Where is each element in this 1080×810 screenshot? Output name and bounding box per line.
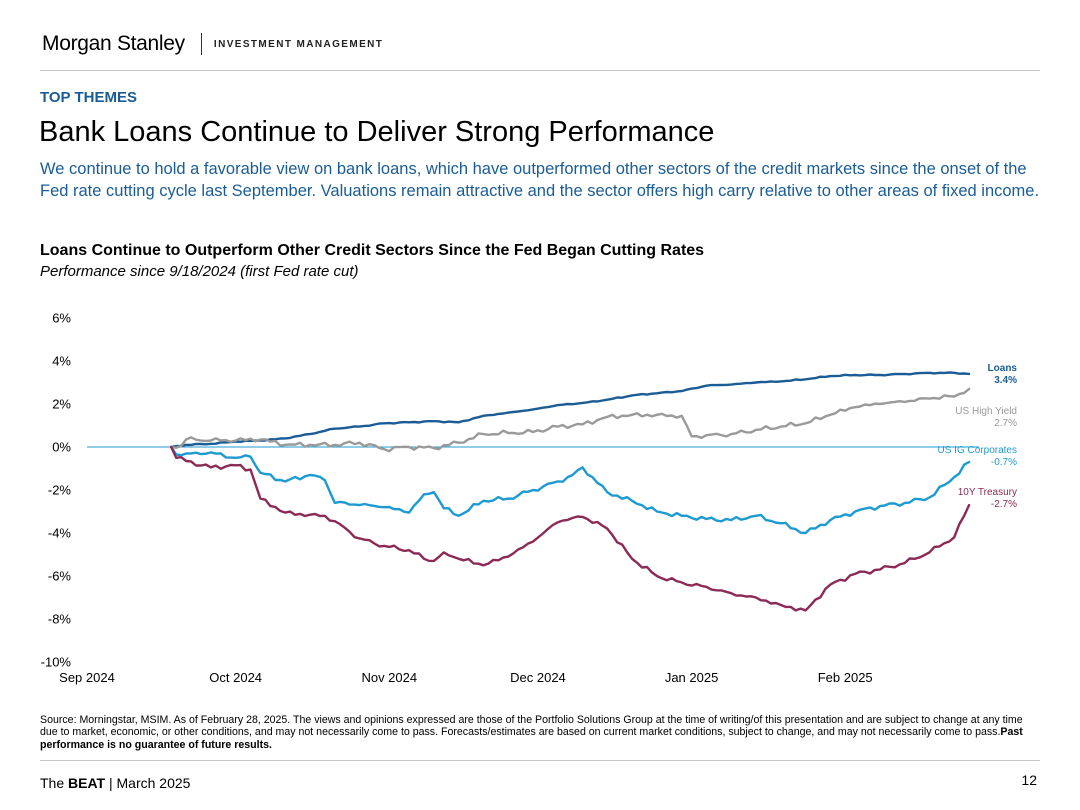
section-kicker: TOP THEMES bbox=[40, 89, 137, 106]
x-axis: Sep 2024 Oct 2024 Nov 2024 Dec 2024 Jan 2025… bbox=[59, 670, 873, 685]
logo-wordmark: Morgan Stanley bbox=[42, 32, 185, 55]
source-text: Source: Morningstar, MSIM. As of Februar… bbox=[40, 714, 1023, 739]
y-tick-label: -6% bbox=[48, 569, 72, 584]
x-tick-label: Dec 2024 bbox=[510, 670, 566, 685]
chart-title: Loans Continue to Outperform Other Credi… bbox=[40, 242, 705, 259]
footer-publication: The BEAT | March 2025 bbox=[40, 775, 190, 791]
footer-rule bbox=[40, 760, 1040, 761]
series-label-name: Loans bbox=[988, 363, 1018, 374]
line-chart: 6% 4% 2% 0% -2% -4% -6% -8% -10% Sep 2024 Oct 202… bbox=[41, 311, 1018, 686]
header-rule bbox=[40, 70, 1040, 71]
brand-divider bbox=[200, 33, 202, 55]
series-line-loans bbox=[169, 371, 971, 449]
series-label-value: 3.4% bbox=[994, 375, 1017, 386]
publication-prefix: The bbox=[40, 775, 69, 791]
footer-separator: | bbox=[105, 775, 117, 791]
brand-header: Morgan Stanley INVESTMENT MANAGEMENT bbox=[42, 30, 383, 58]
series-line-us-ig-corporates bbox=[169, 445, 971, 535]
series-label-value: 2.7% bbox=[994, 418, 1017, 429]
series-line-10y-treasury bbox=[169, 445, 971, 612]
x-tick-label: Sep 2024 bbox=[59, 670, 115, 685]
page-title: Bank Loans Continue to Deliver Strong Pe… bbox=[39, 116, 715, 148]
series-label-name: US IG Corporates bbox=[938, 445, 1017, 456]
series-label-value: -2.7% bbox=[991, 499, 1017, 510]
lede-paragraph: We continue to hold a favorable view on … bbox=[40, 160, 1040, 200]
y-tick-label: -8% bbox=[48, 612, 72, 627]
x-tick-label: Jan 2025 bbox=[665, 670, 719, 685]
y-tick-label: -4% bbox=[48, 526, 72, 541]
series-label-name: 10Y Treasury bbox=[958, 487, 1017, 498]
y-tick-label: -2% bbox=[48, 483, 72, 498]
x-tick-label: Feb 2025 bbox=[818, 670, 873, 685]
y-tick-label: 2% bbox=[52, 397, 71, 412]
y-axis: 6% 4% 2% 0% -2% -4% -6% -8% -10% bbox=[41, 311, 72, 670]
series-line-us-high-yield bbox=[169, 387, 971, 453]
division-name: INVESTMENT MANAGEMENT bbox=[213, 38, 384, 50]
series-label-name: US High Yield bbox=[955, 406, 1017, 417]
y-tick-label: 4% bbox=[52, 354, 71, 369]
chart-subtitle: Performance since 9/18/2024 (first Fed r… bbox=[40, 263, 359, 280]
page-number: 12 bbox=[1021, 772, 1037, 788]
publication-name: BEAT bbox=[68, 775, 106, 791]
x-tick-label: Nov 2024 bbox=[361, 670, 417, 685]
performance-disclaimer: Past performance is no guarantee of futu… bbox=[40, 726, 1023, 751]
series-lines bbox=[169, 371, 971, 612]
x-tick-label: Oct 2024 bbox=[209, 670, 262, 685]
y-tick-label: 0% bbox=[52, 440, 71, 455]
source-note: Source: Morningstar, MSIM. As of Februar… bbox=[40, 714, 1040, 751]
y-tick-label: 6% bbox=[52, 311, 71, 326]
series-label-value: -0.7% bbox=[991, 457, 1017, 468]
publication-date: March 2025 bbox=[116, 775, 191, 791]
y-tick-label: -10% bbox=[41, 655, 72, 670]
